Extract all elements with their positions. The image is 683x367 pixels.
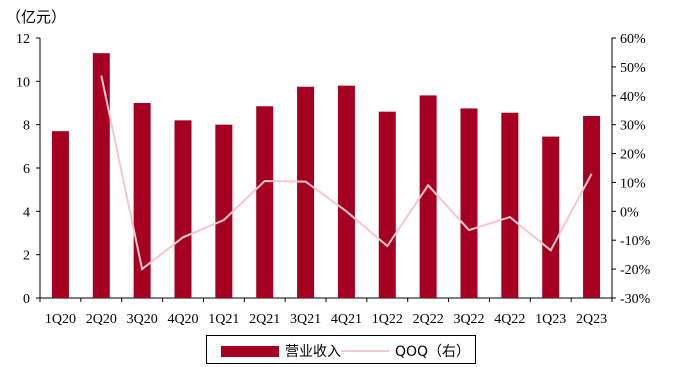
right-tick-label: 20%: [620, 148, 646, 163]
right-tick-label: 0%: [620, 205, 639, 220]
x-tick-label: 1Q21: [208, 312, 239, 327]
x-tick-label: 1Q20: [45, 312, 76, 327]
line-qoq: [100, 75, 593, 271]
right-tick-label: -10%: [620, 234, 651, 249]
bar-revenue: [460, 108, 478, 299]
legend-label-revenue: 营业收入: [285, 344, 341, 360]
legend-item-revenue: 营业收入: [221, 341, 341, 361]
left-tick-label: 2: [23, 249, 30, 264]
x-tick-label: 2Q20: [86, 312, 117, 327]
bar-revenue: [337, 85, 355, 299]
left-tick-label: 0: [23, 292, 30, 307]
bar-revenue: [378, 111, 396, 299]
right-tick-label: -20%: [620, 263, 651, 278]
x-tick-label: 3Q21: [290, 312, 321, 327]
right-tick-label: 30%: [620, 119, 646, 134]
legend-swatch-qoq: [341, 350, 389, 352]
x-tick-label: 3Q20: [127, 312, 158, 327]
bar-revenue: [51, 131, 69, 298]
legend-swatch-revenue: [221, 345, 279, 357]
left-tick-label: 12: [16, 32, 30, 47]
right-tick-label: 50%: [620, 61, 646, 76]
left-tick-label: 4: [23, 205, 30, 220]
left-axis-unit: （亿元）: [6, 8, 67, 26]
bar-revenue: [215, 124, 233, 299]
right-tick-label: 40%: [620, 90, 646, 105]
legend-label-qoq: QOQ（右）: [395, 344, 471, 360]
right-tick-label: 10%: [620, 176, 646, 191]
x-tick-label: 3Q22: [453, 312, 484, 327]
bar-revenue: [297, 86, 315, 298]
legend: 营业收入 QOQ（右）: [206, 335, 476, 364]
right-tick-label: -30%: [620, 292, 651, 307]
x-tick-label: 2Q21: [249, 312, 280, 327]
x-tick-label: 2Q22: [413, 312, 444, 327]
bar-revenue: [501, 112, 519, 298]
x-tick-label: 2Q23: [576, 312, 607, 327]
x-tick-label: 4Q20: [167, 312, 198, 327]
left-tick-label: 6: [23, 162, 30, 177]
x-tick-label: 1Q23: [535, 312, 566, 327]
right-tick-label: 60%: [620, 32, 646, 47]
bar-revenue: [419, 95, 437, 299]
bar-revenue: [174, 120, 192, 298]
x-tick-label: 4Q21: [331, 312, 362, 327]
x-tick-label: 4Q22: [494, 312, 525, 327]
bar-revenue: [542, 136, 560, 298]
legend-item-qoq: QOQ（右）: [341, 341, 470, 361]
bar-revenue: [583, 116, 601, 298]
bar-revenue: [256, 106, 274, 298]
bar-revenue: [92, 53, 110, 298]
left-tick-label: 8: [23, 119, 30, 134]
x-tick-label: 1Q22: [372, 312, 403, 327]
left-tick-label: 10: [16, 75, 30, 90]
